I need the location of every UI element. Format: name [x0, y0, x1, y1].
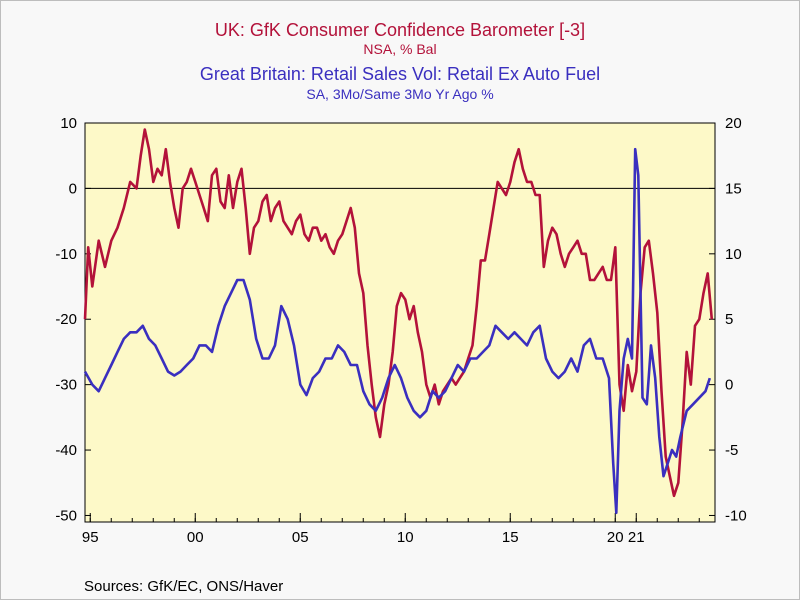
x-tick-label: 15 [502, 529, 519, 546]
y-right-tick-label: 0 [725, 377, 733, 394]
x-tick-label: 00 [187, 529, 204, 546]
x-tick-label: 05 [292, 529, 309, 546]
title-series2: Great Britain: Retail Sales Vol: Retail … [199, 64, 601, 84]
series-line-consumer-confidence [83, 128, 714, 498]
y-left-tick-label: -50 [55, 507, 77, 524]
title-series1: UK: GfK Consumer Confidence Barometer [-… [214, 20, 586, 40]
subtitle-series2: SA, 3Mo/Same 3Mo Yr Ago % [306, 86, 494, 102]
y-right-tick-label: 20 [725, 115, 742, 132]
y-right-tick-label: 10 [725, 246, 742, 263]
y-left-tick-label: 0 [69, 180, 77, 197]
subtitle-series1: NSA, % Bal [363, 41, 437, 57]
y-left-tick-label: -30 [55, 377, 77, 394]
y-left-tick-label: -10 [55, 246, 77, 263]
x-tick-label: 10 [397, 529, 414, 546]
x-tick-label: 21 [628, 529, 645, 546]
source-note: Sources: GfK/EC, ONS/Haver [84, 578, 284, 595]
y-right-tick-label: -10 [725, 507, 747, 524]
y-right-tick-label: 15 [725, 180, 742, 197]
y-right-tick-label: 5 [725, 311, 733, 328]
x-tick-label: 95 [82, 529, 99, 546]
plot-area [84, 122, 716, 523]
y-left-tick-label: 10 [60, 115, 77, 132]
y-left-tick-label: -20 [55, 311, 77, 328]
series-line-retail-sales [83, 147, 712, 515]
y-right-tick-label: -5 [725, 442, 738, 459]
x-tick-label: 20 [607, 529, 624, 546]
y-left-tick-label: -40 [55, 442, 77, 459]
